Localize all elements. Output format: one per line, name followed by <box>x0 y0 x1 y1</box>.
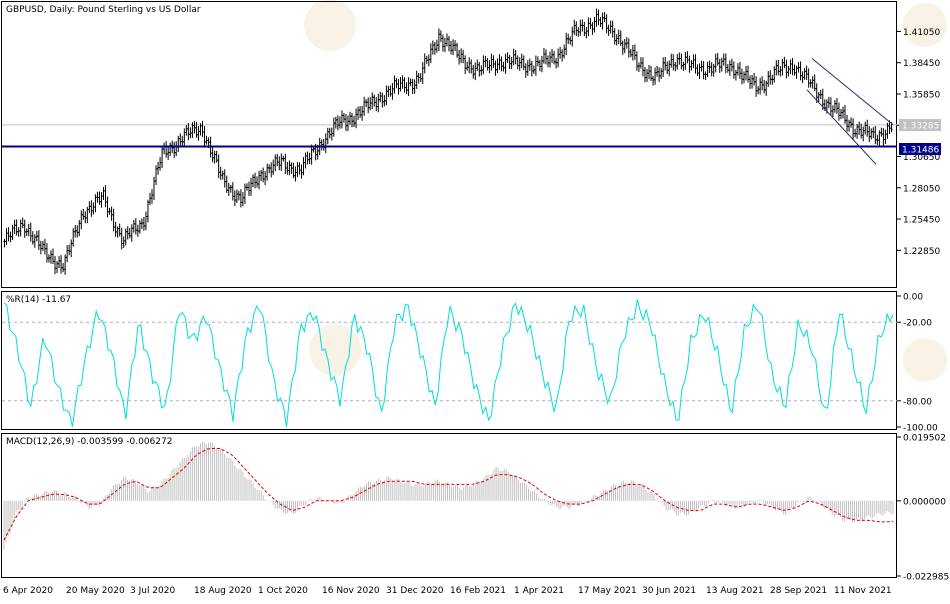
watermark <box>304 0 947 382</box>
macd-panel-frame <box>1 433 897 578</box>
y-tick-label: 1.22850 <box>903 247 940 257</box>
wpr-line[interactable] <box>3 299 894 428</box>
x-tick-label: 28 Sep 2021 <box>770 586 827 596</box>
main-panel-frame <box>1 1 897 288</box>
y-tick-label: 1.30650 <box>903 153 940 163</box>
x-tick-label: 18 Aug 2020 <box>194 586 252 596</box>
main-price-layer <box>2 8 897 275</box>
channel-upper-line[interactable] <box>811 58 894 126</box>
wpr-panel-frame <box>1 291 897 430</box>
macd-layer: 0.019502 0.000000 -0.022985 <box>3 434 949 583</box>
y-tick-label: 1.38450 <box>903 59 940 69</box>
x-tick-label: 30 Jun 2021 <box>642 586 696 596</box>
x-tick-label: 1 Oct 2020 <box>258 586 308 596</box>
y-tick-label: -20.00 <box>903 319 932 329</box>
current-price-box <box>899 119 941 131</box>
y-tick-label: 1.35850 <box>903 90 940 100</box>
macd-signal-line[interactable] <box>3 448 894 541</box>
y-tick-label: -80.00 <box>903 397 932 407</box>
macd-title: MACD(12,26,9) -0.003599 -0.006272 <box>6 437 172 447</box>
x-tick-label: 16 Feb 2021 <box>450 586 506 596</box>
x-tick-label: 3 Jul 2020 <box>130 586 175 596</box>
y-tick-label: 0.000000 <box>903 497 946 507</box>
y-tick-label: 1.41050 <box>903 28 940 38</box>
x-tick-label: 13 Aug 2021 <box>706 586 764 596</box>
current-price-label: 1.33285 <box>902 122 939 132</box>
x-tick-label: 31 Dec 2020 <box>386 586 444 596</box>
x-tick-label: 1 Apr 2021 <box>514 586 564 596</box>
x-axis: 6 Apr 2020 20 May 2020 3 Jul 2020 18 Aug… <box>3 586 892 596</box>
y-tick-label: -100.00 <box>903 424 938 434</box>
x-tick-label: 16 Nov 2020 <box>322 586 380 596</box>
y-tick-label: 0.00 <box>903 293 923 303</box>
x-tick-label: 17 May 2021 <box>578 586 637 596</box>
x-tick-label: 6 Apr 2020 <box>3 586 53 596</box>
y-tick-label: 0.019502 <box>903 434 946 444</box>
wpr-layer: 0.00 -20.00 -80.00 -100.00 <box>2 293 938 434</box>
y-tick-label: 1.25450 <box>903 216 940 226</box>
x-tick-label: 11 Nov 2021 <box>834 586 892 596</box>
main-chart-title: GBPUSD, Daily: Pound Sterling vs US Doll… <box>6 5 201 15</box>
y-tick-label: -0.022985 <box>903 573 949 583</box>
support-price-label: 1.31486 <box>902 146 939 156</box>
price-axes-layer: 1.410501.384501.358501.332501.306501.280… <box>897 28 940 257</box>
support-price-box <box>899 143 941 155</box>
channel-lower-line[interactable] <box>806 89 877 165</box>
x-tick-label: 20 May 2020 <box>66 586 125 596</box>
wpr-title: %R(14) -11.67 <box>6 295 71 305</box>
y-tick-label: 1.28050 <box>903 184 940 194</box>
